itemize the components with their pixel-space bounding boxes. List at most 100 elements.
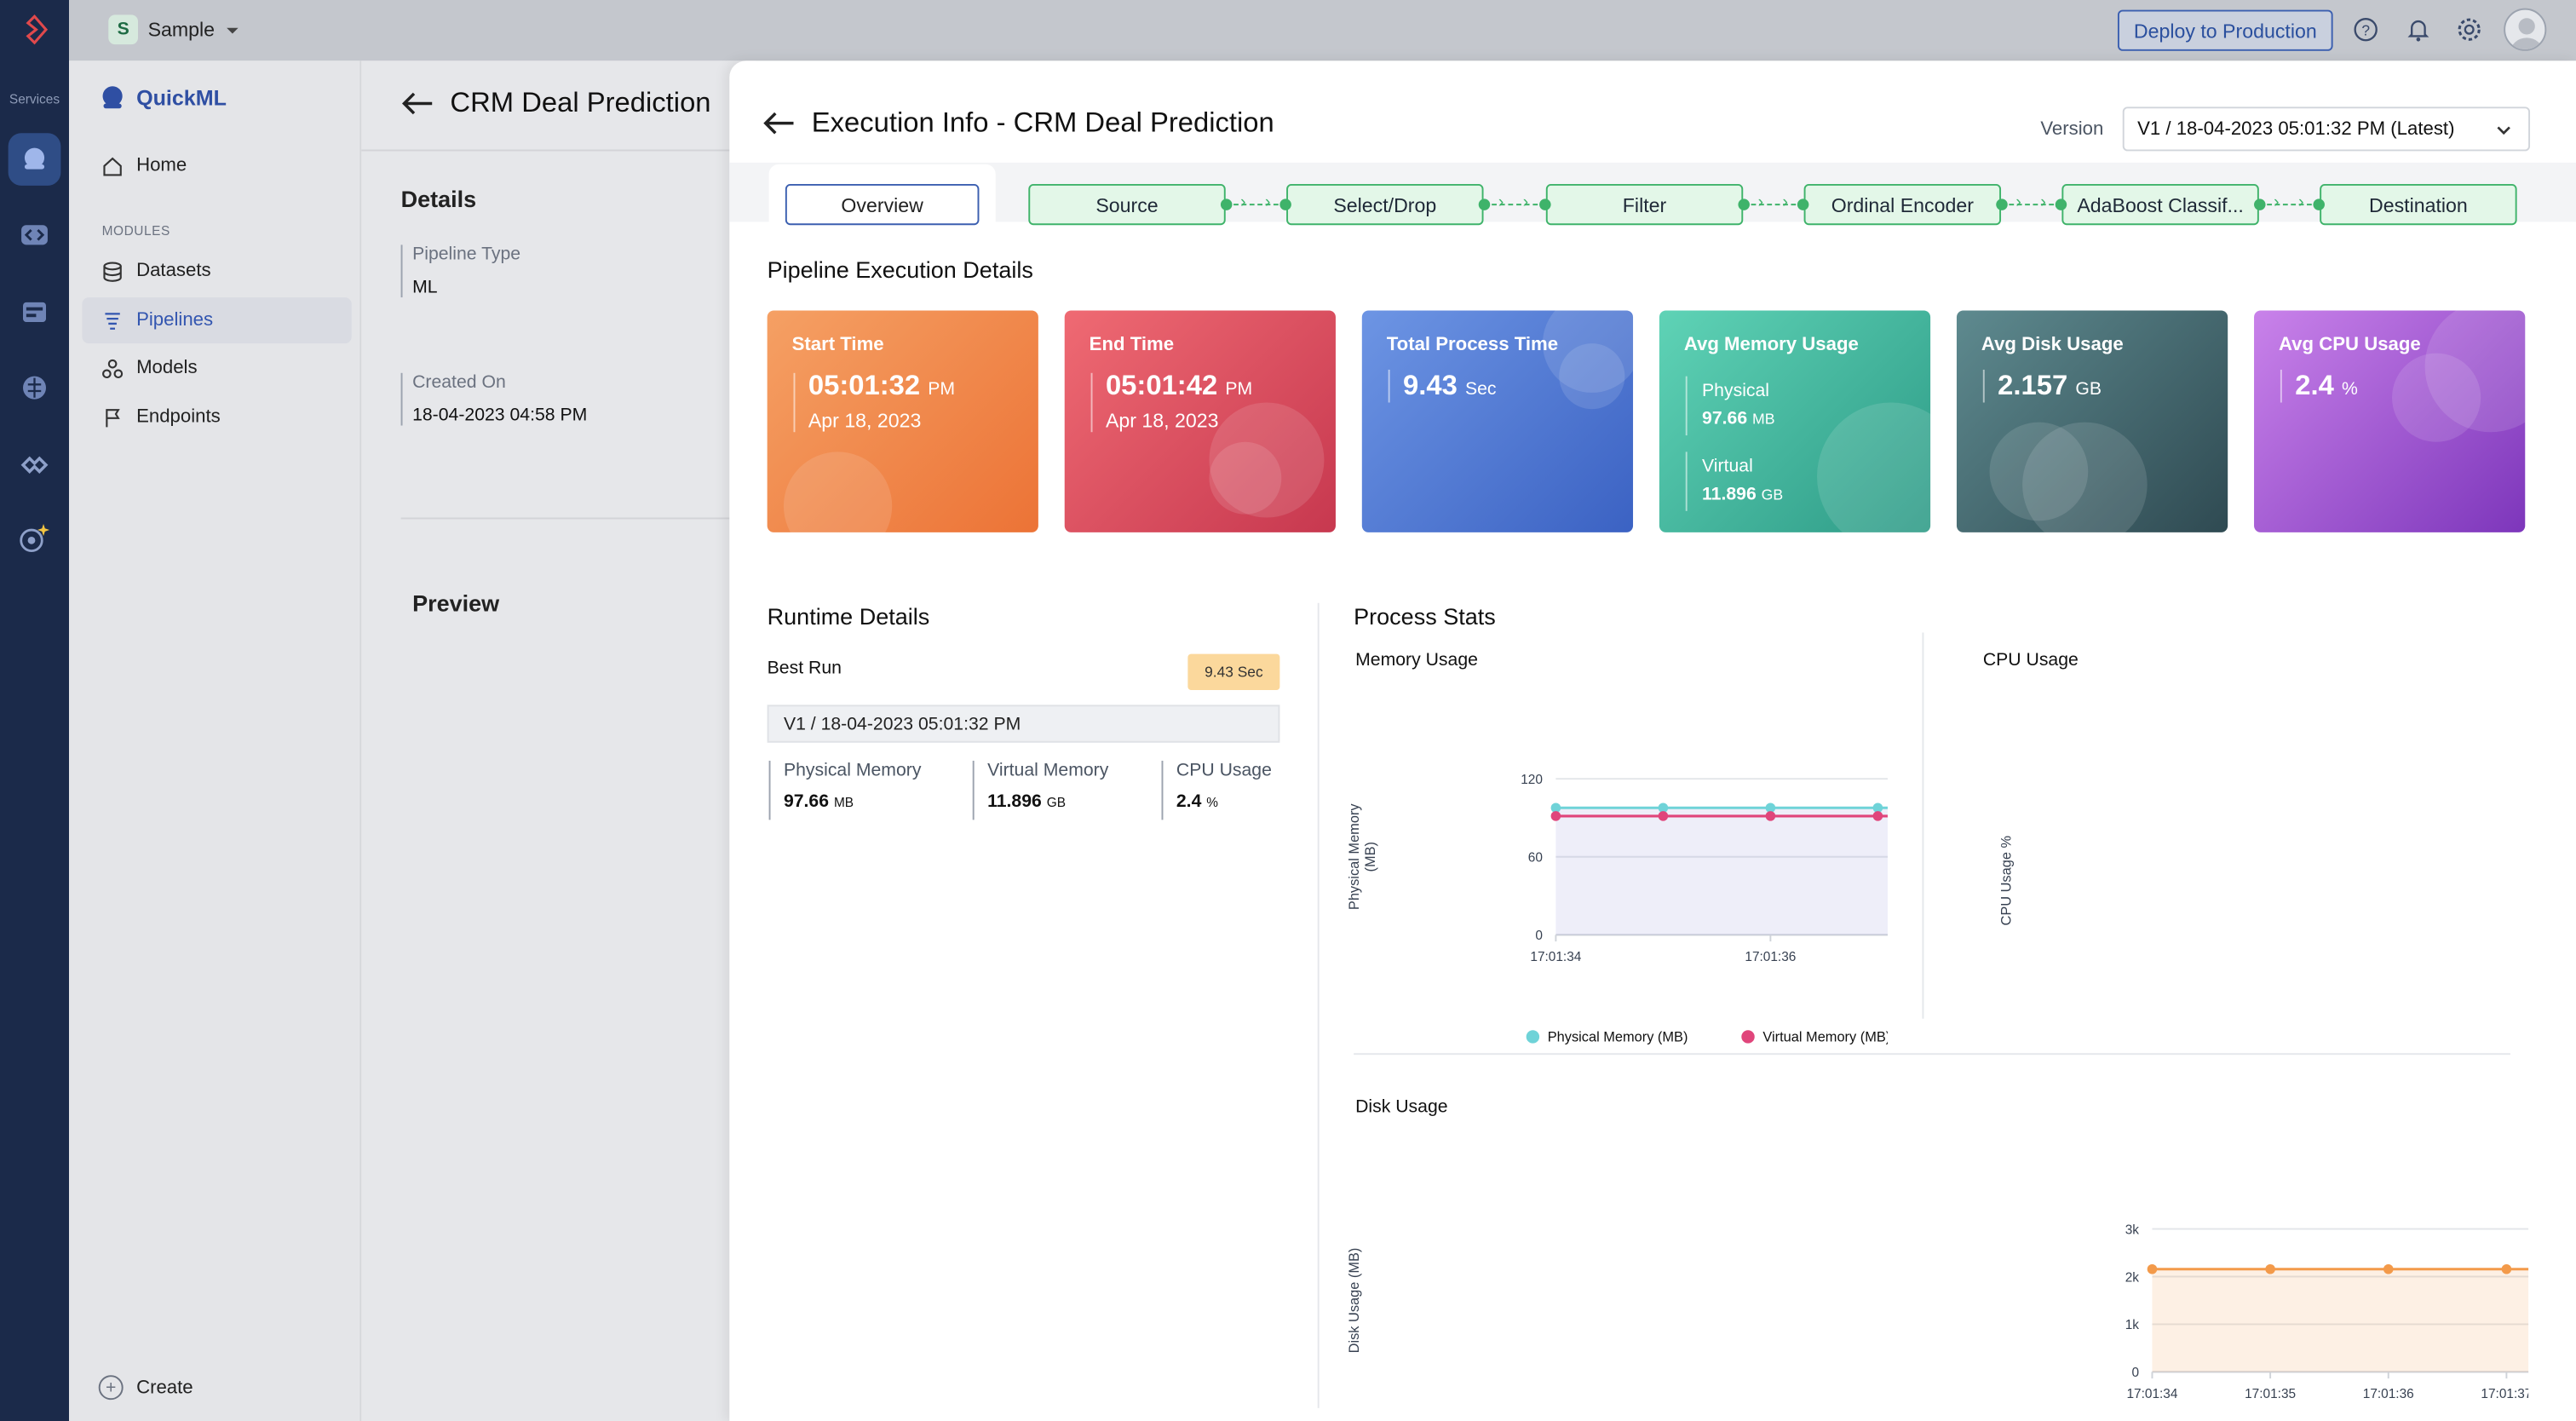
version-select[interactable]: V1 / 18-04-2023 05:01:32 PM (Latest) bbox=[2122, 106, 2531, 152]
details-heading: Details bbox=[400, 185, 477, 212]
runtime-physical-memory: Physical Memory 97.66 MB bbox=[768, 760, 922, 820]
disk-chart-title: Disk Usage bbox=[1355, 1097, 1448, 1118]
gear-icon[interactable] bbox=[2456, 16, 2482, 43]
quickml-logo-icon bbox=[102, 86, 123, 109]
stage-adaboost-classif[interactable]: AdaBoost Classif... bbox=[2061, 184, 2259, 226]
pipeline-details-page: CRM Deal Prediction Details Pipeline Typ… bbox=[361, 60, 756, 1421]
memory-area bbox=[1555, 808, 1888, 935]
sidebar-item-label: Pipelines bbox=[136, 310, 214, 331]
services-rail: Services bbox=[0, 0, 70, 1421]
divider bbox=[1317, 602, 1320, 1408]
models-icon bbox=[102, 358, 124, 378]
divider bbox=[1354, 1053, 2510, 1056]
field-label: CPU Usage bbox=[1176, 760, 1272, 781]
back-arrow-icon[interactable] bbox=[762, 110, 796, 136]
connector-arrow-icon: › bbox=[1498, 193, 1504, 212]
y-tick-label: 120 bbox=[1521, 773, 1543, 787]
brain-icon[interactable] bbox=[18, 371, 51, 405]
field-label: Pipeline Type bbox=[412, 245, 521, 265]
field-value: 11.896 GB bbox=[987, 791, 1067, 812]
preview-heading: Preview bbox=[412, 590, 500, 617]
quickml-brand[interactable]: QuickML bbox=[99, 83, 227, 112]
stage-filter[interactable]: Filter bbox=[1545, 184, 1744, 226]
field-label: Virtual Memory bbox=[987, 760, 1109, 781]
connector-arrow-icon: › bbox=[2298, 193, 2304, 212]
sidebar-item-label: Endpoints bbox=[136, 407, 221, 428]
tab-overview[interactable]: Overview bbox=[785, 184, 980, 226]
card-label: End Time bbox=[1089, 335, 1175, 355]
connector-arrow-icon: › bbox=[2040, 193, 2046, 212]
x-tick-label: 17:01:36 bbox=[2363, 1387, 2414, 1401]
data-point bbox=[1765, 803, 1776, 814]
cpu-chart-title: CPU Usage bbox=[1982, 650, 2079, 670]
page-title-text: CRM Deal Prediction bbox=[450, 87, 711, 118]
avg-disk-card: Avg Disk Usage 2.157 GB bbox=[1956, 310, 2228, 532]
sidebar-item-models[interactable]: Models bbox=[82, 345, 351, 391]
process-stats-heading: Process Stats bbox=[1354, 602, 1496, 630]
cpu-usage-chart: 010203017:01:3417:01:3617:01:3817:01:401… bbox=[1999, 836, 2015, 926]
sidebar-item-label: Home bbox=[136, 156, 187, 176]
x-tick-label: 17:01:35 bbox=[2245, 1387, 2296, 1401]
field-value: 18-04-2023 04:58 PM bbox=[412, 406, 588, 426]
data-point bbox=[1658, 803, 1669, 814]
project-avatar: S bbox=[108, 14, 139, 45]
avatar[interactable] bbox=[2504, 8, 2547, 51]
divider bbox=[361, 149, 756, 152]
data-point bbox=[1765, 811, 1776, 821]
x-tick-label: 17:01:37 bbox=[2481, 1387, 2528, 1401]
integration-icon[interactable] bbox=[18, 449, 51, 482]
x-tick-label: 17:01:36 bbox=[1745, 950, 1796, 964]
connector-arrow-icon: › bbox=[2274, 193, 2280, 212]
ai-sparkle-icon[interactable] bbox=[18, 522, 51, 555]
deploy-to-production-button[interactable]: Deploy to Production bbox=[2117, 9, 2333, 51]
chevron-down-icon bbox=[2497, 126, 2510, 135]
connector-dot bbox=[1996, 198, 2008, 210]
panel-title-prefix: Execution Info - bbox=[811, 106, 1014, 139]
physical-label: Physical bbox=[1702, 381, 1770, 401]
connector-dot bbox=[1478, 198, 1491, 210]
project-name: Sample bbox=[147, 18, 216, 42]
sidebar-item-pipelines[interactable]: Pipelines bbox=[82, 297, 352, 344]
end-time-card: End Time 05:01:42 PM Apr 18, 2023 bbox=[1064, 310, 1336, 532]
connector-arrow-icon: › bbox=[2015, 193, 2021, 212]
back-arrow-icon[interactable] bbox=[401, 90, 434, 117]
y-tick-label: 60 bbox=[1528, 851, 1543, 866]
stage-source[interactable]: Source bbox=[1028, 184, 1226, 226]
create-label: Create bbox=[136, 1378, 193, 1398]
start-time-card: Start Time 05:01:32 PM Apr 18, 2023 bbox=[767, 310, 1038, 532]
code-icon[interactable] bbox=[18, 219, 51, 252]
pipeline-icon bbox=[105, 312, 120, 329]
sidebar-item-endpoints[interactable]: Endpoints bbox=[82, 394, 351, 440]
disk-usage-chart: 01k2k3k17:01:3417:01:3517:01:3617:01:371… bbox=[1347, 1223, 2529, 1401]
sidebar-item-datasets[interactable]: Datasets bbox=[82, 248, 351, 294]
help-icon[interactable]: ? bbox=[2353, 16, 2379, 43]
connector-arrow-icon: › bbox=[1757, 193, 1764, 212]
field-label: Physical Memory bbox=[783, 760, 922, 781]
zoho-catalyst-logo[interactable] bbox=[18, 13, 51, 46]
stage-ordinal-encoder[interactable]: Ordinal Encoder bbox=[1803, 184, 2002, 226]
stage-select-drop[interactable]: Select/Drop bbox=[1286, 184, 1484, 226]
version-value: V1 / 18-04-2023 05:01:32 PM (Latest) bbox=[2137, 118, 2455, 139]
y-axis-label: Physical Memory(MB) bbox=[1347, 803, 1378, 910]
data-store-icon[interactable] bbox=[18, 296, 51, 329]
services-label: Services bbox=[9, 92, 60, 107]
version-label: Version bbox=[2040, 119, 2104, 140]
field-label: Created On bbox=[412, 372, 506, 393]
connector-dot bbox=[1220, 198, 1233, 210]
execution-details-heading: Pipeline Execution Details bbox=[767, 256, 1033, 283]
series-area bbox=[2152, 1269, 2529, 1372]
y-tick-label: 0 bbox=[1535, 929, 1543, 943]
page-title: CRM Deal Prediction bbox=[401, 87, 711, 120]
quickml-icon[interactable] bbox=[8, 133, 61, 186]
sidebar-item-home[interactable]: Home bbox=[82, 143, 351, 189]
data-point bbox=[1872, 811, 1883, 821]
stage-connector bbox=[1225, 204, 1287, 206]
brand-name: QuickML bbox=[136, 85, 227, 111]
bell-icon[interactable] bbox=[2405, 16, 2431, 43]
project-switcher[interactable]: S Sample bbox=[108, 13, 239, 46]
data-point bbox=[1658, 811, 1669, 821]
stage-destination[interactable]: Destination bbox=[2320, 184, 2517, 226]
create-button[interactable]: + Create bbox=[98, 1375, 193, 1401]
divider bbox=[1922, 632, 1924, 1019]
cpu-value: 2.4 % bbox=[2295, 369, 2358, 401]
